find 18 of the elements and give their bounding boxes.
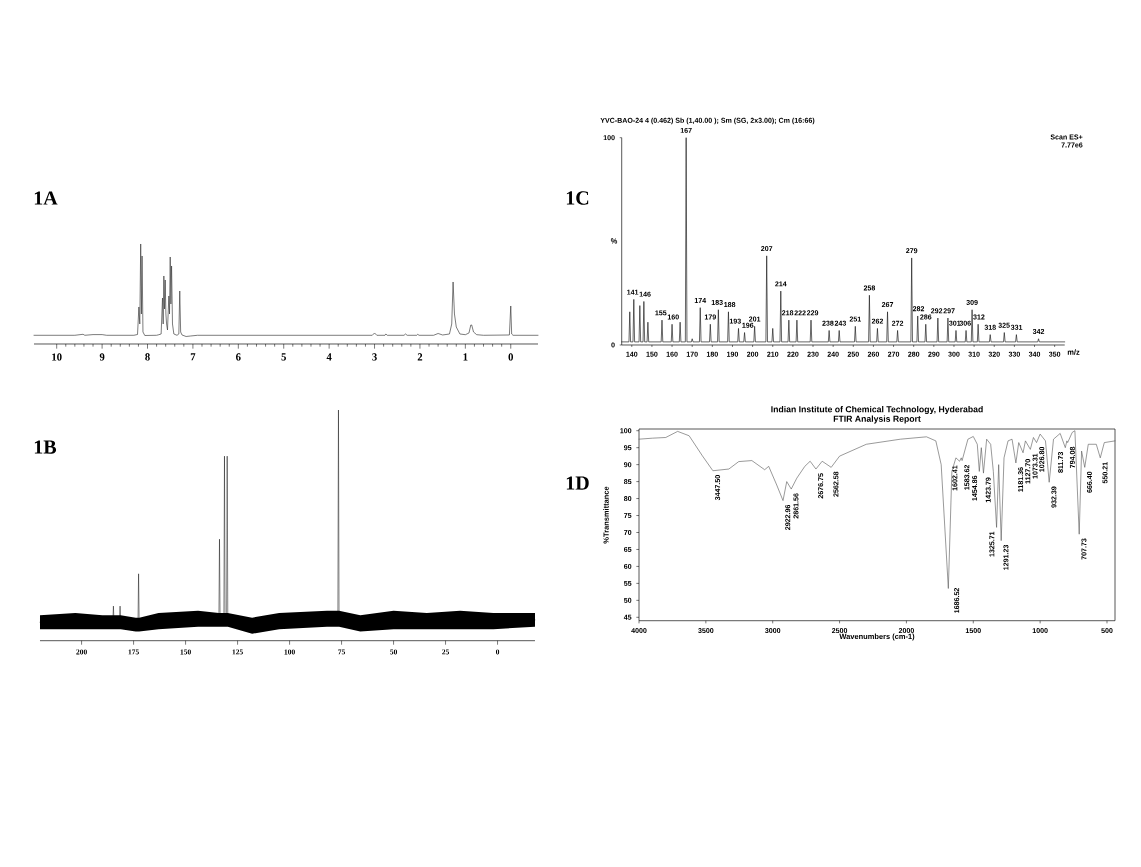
x-tick-label: 1 <box>463 353 468 361</box>
x-tick-label: 4 <box>326 353 332 361</box>
text: 1C <box>566 191 589 205</box>
x-tick-label: 3 <box>372 353 377 361</box>
x-tick-label: 9 <box>99 353 105 361</box>
chart-title: 1A <box>34 191 58 205</box>
x-tick-label: 5 <box>281 353 286 361</box>
text: FTIR Analysis Report <box>833 415 921 424</box>
x-tick-label: 10 <box>52 353 62 361</box>
x-tick-label: 6 <box>236 353 241 361</box>
x-tick-label: 0 <box>508 353 514 361</box>
x-tick-label: 2 <box>417 353 423 361</box>
x-tick-label: 7 <box>190 353 196 361</box>
text: 1B <box>34 440 57 454</box>
text: 1D <box>566 476 589 490</box>
x-tick-label: 8 <box>145 353 150 361</box>
line-series <box>638 430 1116 589</box>
chart-subtitle: Indian Institute of Chemical Technology, Hyderabad <box>771 405 983 415</box>
